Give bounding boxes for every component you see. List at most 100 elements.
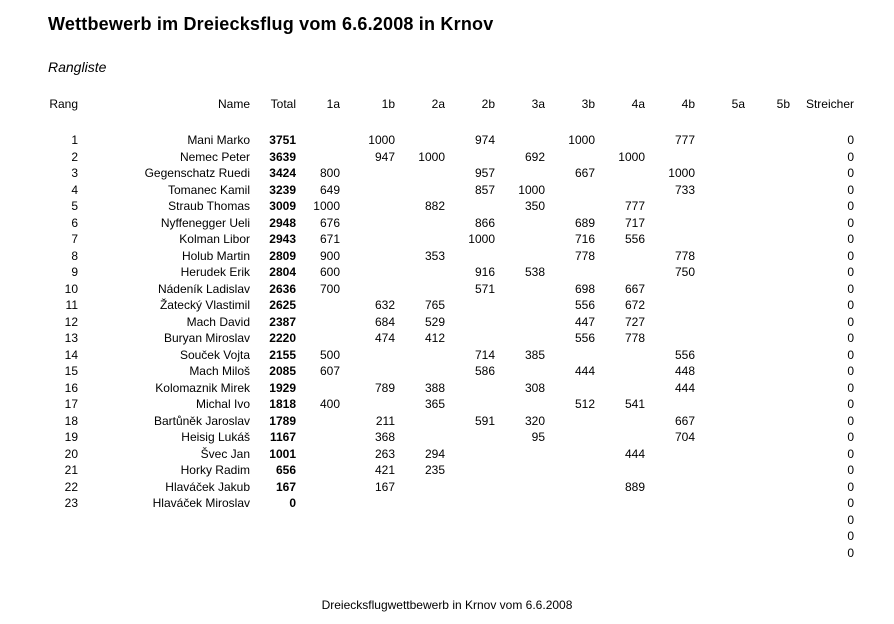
cell-c4b [645, 231, 695, 248]
table-row: 8 Holub Martin 2809 900 353 778 778 0 [48, 248, 854, 265]
cell-c2a [395, 264, 445, 281]
cell-c4a: 727 [624, 314, 645, 329]
column-header-c5b: 5b [776, 97, 790, 111]
cell-c2b: 1000 [468, 232, 495, 247]
cell-rang: 20 [64, 446, 78, 461]
cell-c5b [745, 314, 790, 331]
cell-c5b [745, 132, 790, 149]
cell-c5b [745, 380, 790, 397]
cell-c2b [445, 462, 495, 479]
cell-name: Mani Marko [187, 133, 250, 148]
cell-c1b [340, 281, 395, 298]
cell-c1a [296, 462, 340, 479]
table-row: 0 [48, 545, 854, 562]
cell-total: 2387 [269, 314, 296, 329]
table-row: 4 Tomanec Kamil 3239 649 857 1000 733 0 [48, 182, 854, 199]
cell-c1a [296, 330, 340, 347]
table-body: 1 Mani Marko 3751 1000 974 1000 777 0 2 Nemec Pet… [48, 132, 854, 561]
cell-c4b: 556 [674, 347, 695, 362]
cell-streicher: 0 [847, 413, 854, 428]
cell-total: 0 [289, 496, 296, 511]
table-row: 15 Mach Miloš 2085 607 586 444 448 0 [48, 363, 854, 380]
cell-c4b [645, 479, 695, 496]
cell-streicher: 0 [847, 479, 854, 494]
cell-c2a [395, 165, 445, 182]
cell-streicher: 0 [847, 446, 854, 461]
cell-name: Žatecký Vlastimil [159, 298, 250, 313]
table-row: 11 Žatecký Vlastimil 2625 632 765 556 672 0 [48, 297, 854, 314]
cell-c4b [645, 446, 695, 463]
cell-c4b [645, 495, 695, 512]
cell-rang: 7 [71, 232, 78, 247]
column-header-c1b: 1b [381, 97, 395, 111]
cell-c5b [745, 198, 790, 215]
cell-c3a [495, 512, 545, 529]
cell-c1a: 800 [319, 166, 340, 181]
cell-c4a: 541 [624, 397, 645, 412]
cell-total [250, 528, 296, 545]
cell-c4b: 750 [674, 265, 695, 280]
cell-c5b [745, 330, 790, 347]
cell-c3a: 320 [524, 413, 545, 428]
cell-c1a [296, 132, 340, 149]
cell-c3b: 556 [574, 298, 595, 313]
cell-c1b [340, 215, 395, 232]
cell-c5b [745, 149, 790, 166]
cell-name: Straub Thomas [168, 199, 250, 214]
cell-c2b [445, 248, 495, 265]
cell-rang: 4 [71, 182, 78, 197]
cell-c4b [645, 528, 695, 545]
cell-c1a [296, 429, 340, 446]
cell-c5b [745, 528, 790, 545]
cell-total: 3639 [269, 149, 296, 164]
cell-c1a: 400 [319, 397, 340, 412]
cell-c2b [445, 429, 495, 446]
cell-c1b [340, 512, 395, 529]
table-row: 13 Buryan Miroslav 2220 474 412 556 778 0 [48, 330, 854, 347]
cell-name: Horky Radim [180, 463, 250, 478]
cell-name: Hlaváček Miroslav [152, 496, 250, 511]
cell-rang: 16 [64, 380, 78, 395]
cell-c3b: 512 [574, 397, 595, 412]
cell-c3a [495, 314, 545, 331]
cell-c3a: 350 [524, 199, 545, 214]
cell-c4a [595, 132, 645, 149]
table-head: Rang Name Total 1a 1b 2a 2b 3a 3b 4a 4b 5a 5b Streich… [48, 97, 854, 132]
cell-c3b [545, 413, 595, 430]
cell-c3a [495, 165, 545, 182]
cell-c4a [595, 495, 645, 512]
cell-c3b: 778 [574, 248, 595, 263]
cell-c5a [695, 297, 745, 314]
cell-c3b [545, 545, 595, 562]
column-header-c1a: 1a [326, 97, 340, 111]
cell-c5a [695, 363, 745, 380]
cell-c2b [445, 297, 495, 314]
cell-name: Nádeník Ladislav [157, 281, 250, 296]
cell-c1a [296, 446, 340, 463]
cell-c4b: 667 [674, 413, 695, 428]
cell-c2b [445, 380, 495, 397]
cell-c1a [296, 149, 340, 166]
cell-c2b [445, 396, 495, 413]
cell-c3a [495, 132, 545, 149]
cell-c5b [745, 446, 790, 463]
cell-streicher: 0 [847, 397, 854, 412]
cell-c5b [745, 215, 790, 232]
cell-c1b: 167 [374, 479, 395, 494]
cell-c3b: 444 [574, 364, 595, 379]
cell-c1b: 684 [374, 314, 395, 329]
cell-c5b [745, 512, 790, 529]
table-row: 18 Bartůněk Jaroslav 1789 211 591 320 667 0 [48, 413, 854, 430]
cell-c3a [495, 446, 545, 463]
cell-name: Gegenschatz Ruedi [144, 166, 250, 181]
cell-c1b [340, 182, 395, 199]
table-row: 7 Kolman Libor 2943 671 1000 716 556 0 [48, 231, 854, 248]
cell-rang: 1 [71, 133, 78, 148]
cell-c5a [695, 462, 745, 479]
cell-c1b [340, 396, 395, 413]
table-header-row: Rang Name Total 1a 1b 2a 2b 3a 3b 4a 4b 5a 5b Streich… [48, 97, 854, 132]
cell-c3b: 667 [574, 166, 595, 181]
cell-c2a [395, 429, 445, 446]
cell-total: 2085 [269, 364, 296, 379]
cell-c2a [395, 281, 445, 298]
